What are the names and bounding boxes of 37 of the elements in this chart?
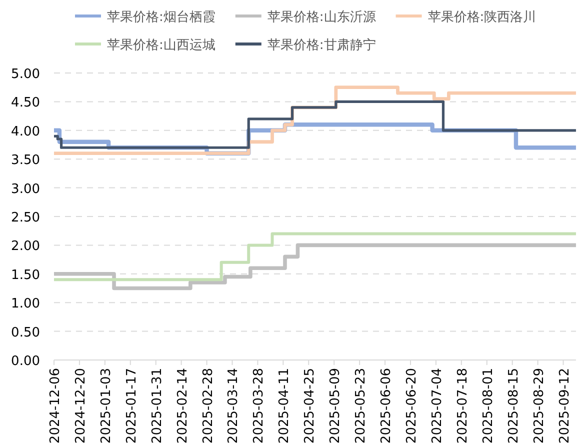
- y-tick-label: 3.00: [11, 182, 40, 197]
- y-tick-label: 3.50: [11, 153, 40, 168]
- x-tick-label: 2025-04-11: [277, 368, 292, 444]
- y-tick-label: 1.00: [11, 296, 40, 312]
- y-tick-label: 0.00: [11, 354, 40, 369]
- y-tick-label: 4.50: [11, 96, 40, 111]
- x-tick-label: 2025-02-28: [200, 368, 216, 444]
- x-tick-label: 2025-06-20: [404, 368, 420, 444]
- x-tick-label: 2025-05-23: [354, 368, 369, 444]
- x-tick-label: 2025-09-12: [557, 368, 572, 444]
- x-tick-label: 2025-08-15: [506, 368, 522, 444]
- y-tick-label: 5.00: [11, 67, 40, 82]
- legend-label: 苹果价格:陕西洛川: [428, 10, 536, 25]
- y-tick-label: 4.00: [11, 124, 40, 140]
- x-tick-label: 2025-01-17: [124, 368, 140, 444]
- x-tick-label: 2025-07-04: [430, 368, 445, 444]
- x-tick-label: 2025-01-03: [98, 368, 114, 444]
- x-tick-label: 2024-12-20: [73, 368, 88, 444]
- y-tick-label: 0.50: [11, 325, 40, 340]
- x-tick-label: 2025-08-29: [532, 368, 547, 444]
- x-tick-label: 2025-08-01: [480, 368, 496, 444]
- x-tick-label: 2025-01-31: [150, 368, 165, 444]
- y-tick-label: 2.00: [11, 239, 40, 254]
- x-tick-label: 2025-02-14: [175, 368, 190, 444]
- x-tick-label: 2025-03-28: [252, 368, 267, 444]
- legend-label: 苹果价格:甘肃静宁: [267, 37, 376, 53]
- y-tick-label: 2.50: [11, 210, 40, 226]
- x-tick-label: 2025-03-14: [226, 368, 242, 444]
- legend-label: 苹果价格:山西运城: [107, 38, 216, 53]
- x-tick-label: 2025-05-09: [328, 368, 344, 444]
- x-tick-label: 2024-12-06: [48, 368, 63, 444]
- legend-label: 苹果价格:山东沂源: [267, 10, 376, 25]
- x-tick-label: 2025-07-18: [455, 368, 470, 444]
- y-tick-label: 1.50: [11, 268, 40, 283]
- legend-label: 苹果价格:烟台栖霞: [107, 10, 216, 25]
- x-tick-label: 2025-04-25: [302, 368, 318, 444]
- x-tick-label: 2025-06-06: [379, 368, 394, 444]
